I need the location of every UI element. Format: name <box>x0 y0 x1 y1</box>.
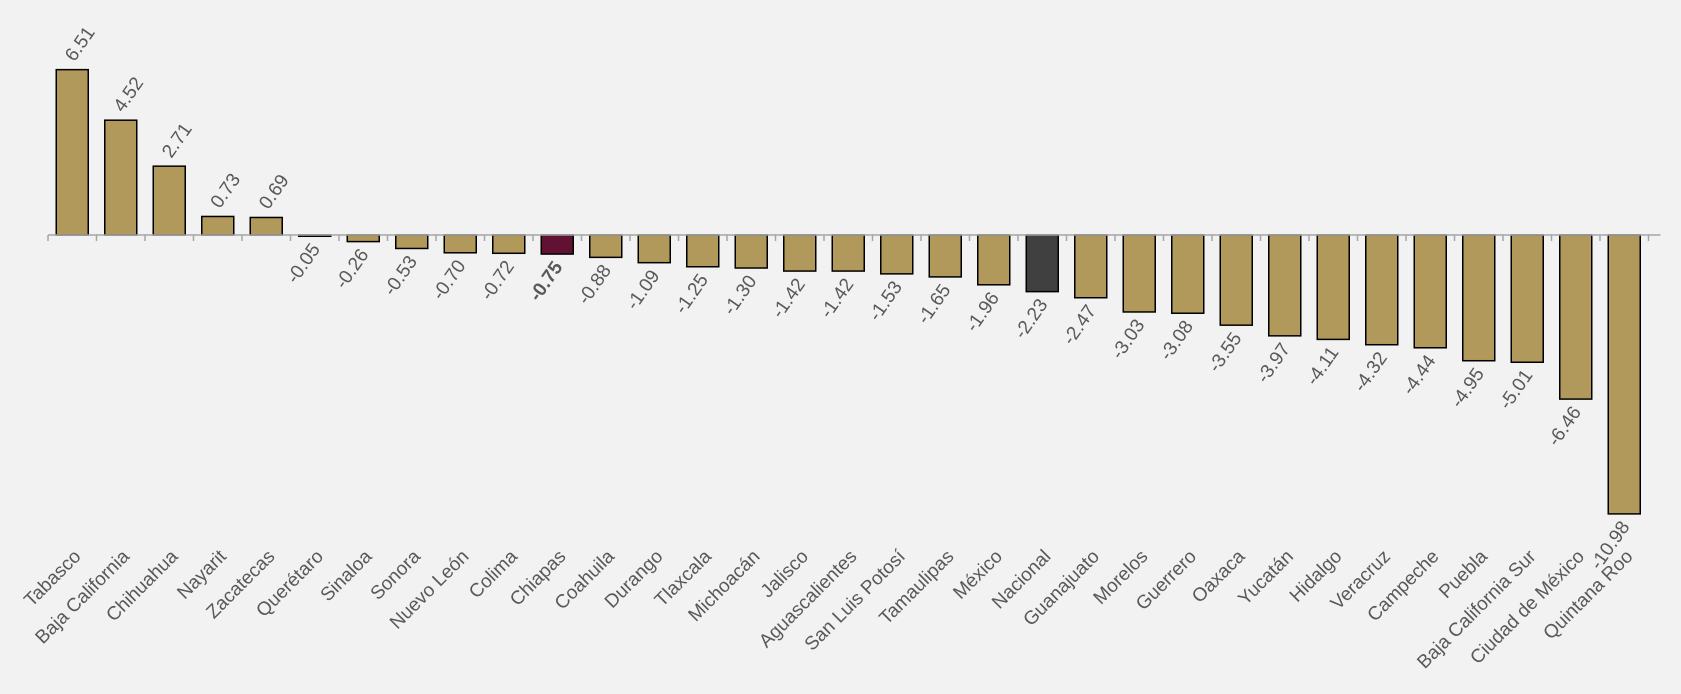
bar-baja-california-sur <box>1510 234 1544 364</box>
bar-san-luis-potosi <box>880 234 914 275</box>
value-label-zacatecas: 0.69 <box>255 171 293 213</box>
bar-michoacan <box>734 234 768 269</box>
bar-baja-california <box>104 119 138 236</box>
value-label-tamaulipas: -1.65 <box>913 281 955 329</box>
value-label-yucatan: -3.97 <box>1253 340 1295 388</box>
category-label-sinaloa: Sinaloa <box>317 546 377 606</box>
bar-sinaloa <box>346 234 380 243</box>
bar-sonora <box>395 234 429 250</box>
bar-guerrero <box>1171 234 1205 314</box>
bar-oaxaca <box>1219 234 1253 326</box>
bar-tlaxcala <box>686 234 720 268</box>
value-label-oaxaca: -3.55 <box>1204 329 1246 377</box>
bar-chihuahua <box>152 165 186 236</box>
value-label-nuevo-leon: -0.70 <box>428 256 470 304</box>
value-label-guanajuato: -2.47 <box>1059 301 1101 349</box>
bar-nacional <box>1025 234 1059 293</box>
value-label-campeche: -4.44 <box>1398 351 1440 399</box>
value-label-veracruz: -4.32 <box>1350 348 1392 396</box>
bar-zacatecas <box>249 216 283 236</box>
bar-jalisco <box>783 234 817 272</box>
value-label-baja-california-sur: -5.01 <box>1495 366 1537 414</box>
bar-coahuila <box>589 234 623 259</box>
value-label-morelos: -3.03 <box>1107 316 1149 364</box>
value-label-ciudad-de-mexico: -6.46 <box>1544 403 1586 451</box>
value-label-nayarit: 0.73 <box>207 170 245 212</box>
bar-colima <box>492 234 526 255</box>
bar-hidalgo <box>1316 234 1350 341</box>
bar-quintana-roo <box>1607 234 1641 515</box>
value-label-mexico: -1.96 <box>962 288 1004 336</box>
axis-ticks-group <box>47 235 1650 241</box>
bar-durango <box>637 234 671 264</box>
bar-mexico <box>977 234 1011 286</box>
value-label-chihuahua: 2.71 <box>158 120 196 162</box>
bar-veracruz <box>1365 234 1399 346</box>
value-label-tabasco: 6.51 <box>61 23 99 65</box>
value-label-queretaro: -0.05 <box>283 240 325 288</box>
value-label-baja-california: 4.52 <box>110 74 148 116</box>
bar-morelos <box>1122 234 1156 313</box>
bar-nuevo-leon <box>443 234 477 254</box>
value-label-hidalgo: -4.11 <box>1302 343 1343 389</box>
bar-tamaulipas <box>928 234 962 278</box>
value-label-nacional: -2.23 <box>1010 295 1052 343</box>
value-label-coahuila: -0.88 <box>574 261 616 309</box>
bar-campeche <box>1413 234 1447 349</box>
value-label-durango: -1.09 <box>622 266 664 314</box>
value-label-san-luis-potosi: -1.53 <box>865 278 907 326</box>
bar-aguascalientes <box>831 234 865 272</box>
value-label-sonora: -0.53 <box>380 252 422 300</box>
bar-puebla <box>1462 234 1496 362</box>
bar-chiapas <box>540 234 574 255</box>
value-label-puebla: -4.95 <box>1447 364 1489 412</box>
value-label-sinaloa: -0.26 <box>331 245 373 293</box>
bar-tabasco <box>55 68 89 236</box>
bar-nayarit <box>201 215 235 236</box>
value-label-jalisco: -1.42 <box>768 275 810 323</box>
value-label-chiapas: -0.75 <box>525 257 567 305</box>
value-label-aguascalientes: -1.42 <box>816 275 858 323</box>
bar-yucatan <box>1268 234 1302 337</box>
value-label-colima: -0.72 <box>477 257 519 305</box>
value-label-michoacan: -1.30 <box>719 272 761 320</box>
bar-ciudad-de-mexico <box>1559 234 1593 400</box>
bar-guanajuato <box>1074 234 1108 299</box>
value-label-guerrero: -3.08 <box>1156 317 1198 365</box>
value-label-tlaxcala: -1.25 <box>671 270 713 318</box>
